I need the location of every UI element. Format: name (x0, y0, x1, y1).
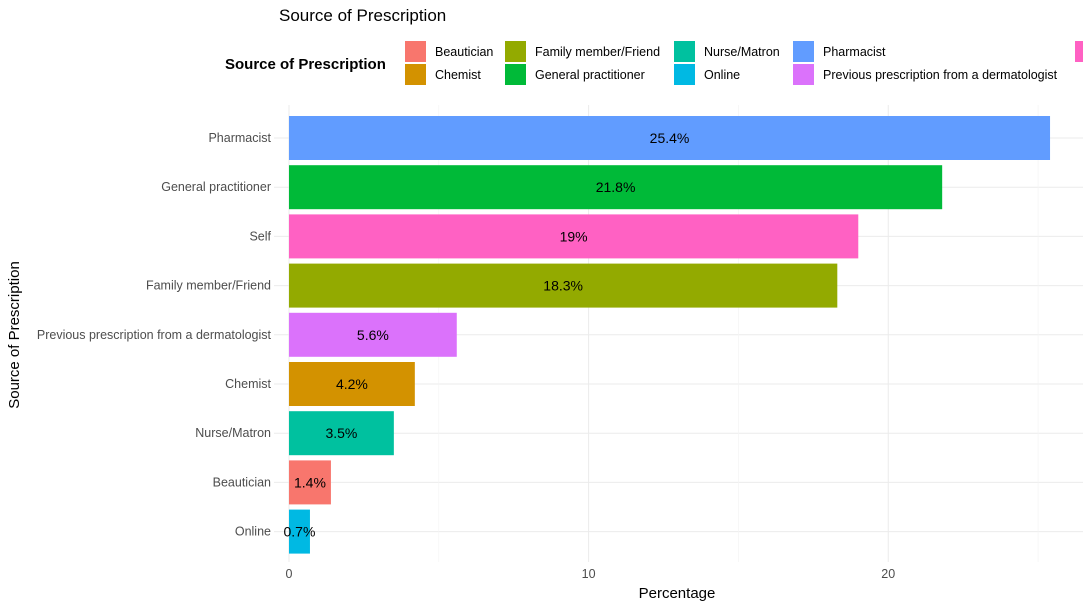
y-tick-label: Chemist (225, 377, 271, 391)
legend-label: Nurse/Matron (704, 45, 780, 59)
bar-value-label: 19% (560, 228, 588, 244)
bar-value-label: 18.3% (543, 278, 583, 294)
x-tick-label: 0 (286, 567, 293, 581)
x-tick-label: 10 (582, 567, 596, 581)
legend-key (405, 41, 426, 62)
legend-key (405, 64, 426, 85)
legend-label: General practitioner (535, 68, 645, 82)
y-tick-label: Online (235, 525, 271, 539)
legend-key (674, 41, 695, 62)
legend-key (793, 41, 814, 62)
bar-value-label: 4.2% (336, 376, 368, 392)
legend: Source of Prescription Beautician Chemist… (225, 41, 1083, 85)
bar-value-label: 21.8% (596, 179, 636, 195)
x-tick-label: 20 (881, 567, 895, 581)
legend-label: Beautician (435, 45, 493, 59)
bar (288, 116, 1051, 160)
y-tick-label: Beautician (213, 475, 271, 489)
bar (288, 312, 457, 357)
legend-label: Family member/Friend (535, 45, 660, 59)
y-axis-title: Source of Prescription (6, 261, 23, 409)
y-tick-label: Previous prescription from a dermatologi… (37, 328, 272, 342)
legend-label: Pharmacist (823, 45, 886, 59)
bar (288, 263, 838, 308)
bar-value-label: 5.6% (357, 327, 389, 343)
bar (288, 165, 943, 210)
legend-title: Source of Prescription (225, 56, 386, 73)
y-tick-label: Self (249, 229, 271, 243)
legend-label: Online (704, 68, 740, 82)
chart-title: Source of Prescription (279, 6, 446, 25)
y-tick-label: Nurse/Matron (195, 426, 271, 440)
legend-key (505, 64, 526, 85)
bars (288, 116, 1051, 554)
bar (288, 362, 415, 406)
y-tick-label: Family member/Friend (146, 279, 271, 293)
legend-label: Previous prescription from a dermatologi… (823, 68, 1058, 82)
legend-key (1075, 41, 1083, 62)
x-axis-title: Percentage (639, 585, 716, 602)
bar-value-label: 1.4% (294, 474, 326, 490)
bar (288, 214, 859, 259)
bar (288, 460, 331, 505)
y-tick-label: General practitioner (161, 180, 271, 194)
legend-label: Chemist (435, 68, 481, 82)
bar (288, 411, 394, 456)
legend-key (793, 64, 814, 85)
bar-value-label: 0.7% (284, 524, 316, 540)
x-axis-tick-labels: 0 10 20 (286, 567, 896, 581)
legend-key (674, 64, 695, 85)
legend-key (505, 41, 526, 62)
y-tick-label: Pharmacist (208, 131, 271, 145)
bar (288, 509, 310, 554)
y-axis-tick-labels: Pharmacist General practitioner Self Family… (37, 131, 272, 539)
bar-labels: 25.4% 21.8% 19% 18.3% 5.6% 4.2% 3.5% 1.4% 0.7% (284, 130, 690, 540)
bar-value-label: 25.4% (650, 130, 690, 146)
bar-value-label: 3.5% (325, 425, 357, 441)
